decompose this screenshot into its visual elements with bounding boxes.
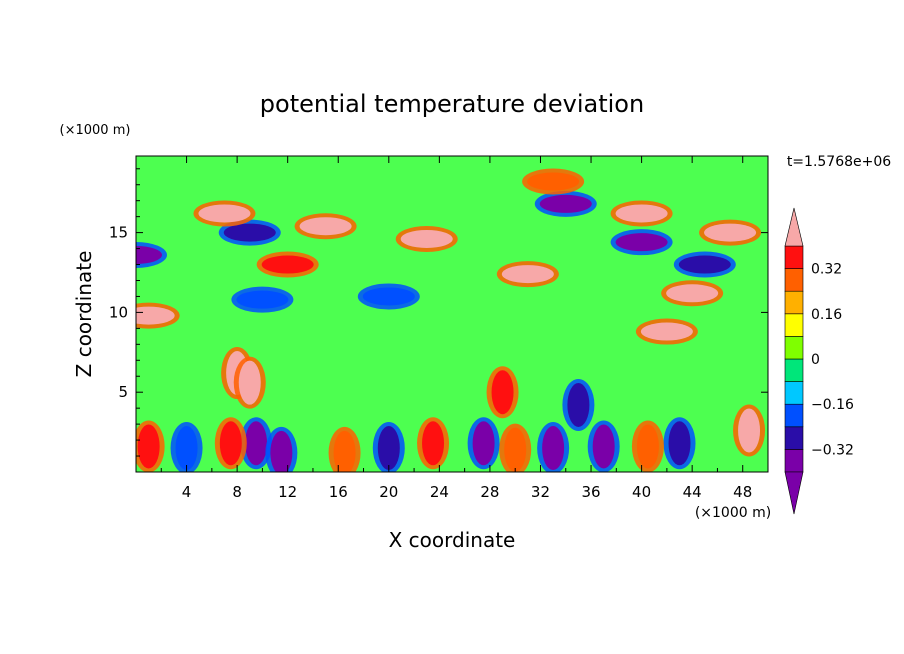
field-feature [501,265,554,284]
field-feature [592,424,615,469]
colorbar-high-arrow [784,207,804,247]
field-feature [615,204,668,223]
x-axis-unit: (×1000 m) [695,505,771,521]
field-feature [542,426,565,471]
colorbar-bin [784,358,804,382]
colorbar-bin [784,403,804,428]
x-tick-label: 40 [632,483,651,501]
field-feature [472,421,495,466]
field-feature [238,360,261,405]
colorbar-bin [784,245,804,269]
x-tick-label: 32 [531,483,550,501]
x-tick-label: 20 [379,483,398,501]
x-tick-label: 36 [581,483,600,501]
field-feature [137,424,160,469]
field-feature [245,421,268,466]
field-feature [175,426,198,471]
x-tick-label: 12 [278,483,297,501]
y-tick-label: 10 [109,303,128,321]
field-feature [539,194,592,213]
x-tick-label: 8 [232,483,242,501]
field-feature [504,427,527,472]
y-axis: 5 10 15 [109,168,768,457]
x-tick-label: 48 [733,483,752,501]
colorbar: 0.32 0.16 0 −0.16 −0.32 [784,207,854,515]
field-feature [299,217,352,236]
x-axis-label: X coordinate [389,528,516,552]
field-feature [615,233,668,252]
chart-title: potential temperature deviation [260,90,644,118]
feature-layer [136,168,766,472]
x-tick-label: 44 [683,483,702,501]
y-axis-label: Z coordinate [72,251,96,378]
colorbar-label: −0.16 [811,397,854,413]
field-feature [136,245,162,264]
field-feature [362,287,415,306]
field-feature [219,421,242,466]
field-feature [422,421,445,466]
colorbar-bin [784,268,804,292]
field-feature [527,172,580,191]
x-tick-label: 28 [480,483,499,501]
field-feature [668,421,691,466]
plot-field [136,156,768,472]
field-feature [636,424,659,469]
colorbar-label: 0.16 [811,307,842,323]
colorbar-bin [784,313,804,337]
field-feature [738,408,761,453]
field-feature [400,229,453,248]
colorbar-label: −0.32 [811,442,854,458]
field-feature [377,426,400,471]
colorbar-bin [784,426,804,450]
field-feature [704,223,757,242]
plot-frame [135,155,769,473]
colorbar-label: 0.32 [811,262,842,278]
x-axis: 4 8 12 16 20 24 28 32 36 40 44 48 [160,156,769,501]
colorbar-label: 0 [811,352,820,368]
field-feature [261,255,314,274]
field-feature [198,204,251,223]
field-feature [236,290,289,309]
x-tick-label: 16 [329,483,348,501]
x-tick-label: 24 [430,483,449,501]
field-feature [640,322,693,341]
field-feature [136,306,175,325]
y-tick-label: 5 [118,383,128,401]
y-tick-label: 15 [109,224,128,242]
field-feature [678,255,731,274]
colorbar-bin [784,381,804,405]
field-feature [223,223,276,242]
y-axis-unit: (×1000 m) [60,123,131,138]
x-tick-label: 4 [182,483,192,501]
colorbar-bin [784,290,804,315]
field-feature [270,430,293,472]
colorbar-low-arrow [784,471,804,515]
field-feature [333,430,356,472]
time-label: t=1.5768e+06 [787,154,891,170]
field-feature [666,284,719,303]
colorbar-bin [784,449,804,473]
colorbar-bin [784,336,804,360]
field-feature [491,370,514,415]
field-feature [567,382,590,427]
